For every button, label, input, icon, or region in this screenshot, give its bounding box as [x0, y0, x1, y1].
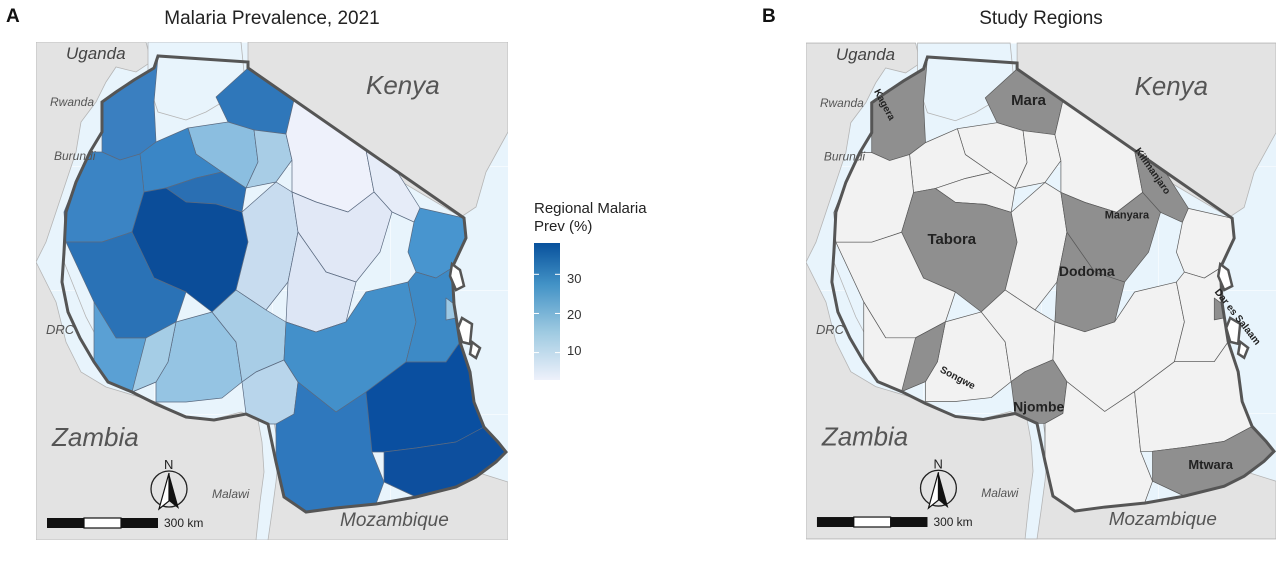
label-rwanda-b: Rwanda [820, 96, 864, 110]
study-regions-map: Uganda Kenya Rwanda Burundi DRC Zambia M… [806, 42, 1276, 540]
islands-b [1216, 261, 1250, 360]
label-zambia: Zambia [51, 422, 139, 452]
label-kenya-b: Kenya [1135, 73, 1208, 101]
tanzania-border-b [830, 55, 1276, 513]
legend-title: Regional Malaria Prev (%) [534, 200, 647, 236]
legend-colorbar [534, 243, 560, 380]
tanzania-regions [63, 55, 507, 513]
label-uganda-b: Uganda [836, 45, 895, 64]
region-mbeya [155, 311, 243, 403]
legend-title-line1: Regional Malaria [534, 200, 647, 217]
label-burundi-b: Burundi [824, 150, 865, 164]
label-rwanda: Rwanda [50, 95, 94, 109]
north-label-b: N [933, 456, 942, 471]
region-songwe [131, 321, 177, 393]
legend-tick-20: 20 [567, 307, 582, 322]
scale-bar: 300 km [47, 516, 203, 530]
label-burundi: Burundi [54, 149, 96, 163]
panel-b-letter: B [762, 6, 776, 27]
label-uganda: Uganda [66, 44, 126, 63]
label-mozambique-b: Mozambique [1109, 509, 1217, 530]
legend-tick-10: 10 [567, 343, 582, 358]
region-label-njombe: Njombe [1013, 398, 1064, 414]
legend-title-line2: Prev (%) [534, 218, 593, 235]
label-kenya: Kenya [366, 70, 440, 100]
label-zambia-b: Zambia [821, 423, 908, 451]
label-malawi: Malawi [212, 487, 250, 501]
region-label-mara: Mara [1011, 92, 1047, 109]
scale-bar-label: 300 km [164, 516, 203, 530]
islands [448, 261, 482, 360]
region-songwe-b [901, 321, 946, 392]
north-label: N [164, 457, 173, 472]
scale-bar-label-b: 300 km [933, 515, 972, 529]
label-drc: DRC [46, 322, 75, 337]
region-label-manyara: Manyara [1105, 209, 1150, 221]
tanzania-border [60, 54, 508, 514]
scale-bar-b: 300 km [816, 515, 973, 529]
label-mozambique: Mozambique [340, 510, 449, 531]
label-malawi-b: Malawi [981, 486, 1018, 500]
panel-a-letter: A [6, 6, 20, 27]
panel-a-title: Malaria Prevalence, 2021 [164, 8, 380, 29]
region-label-mtwara: Mtwara [1188, 457, 1233, 472]
region-mbeya-b [925, 311, 1012, 402]
panel-b-title: Study Regions [979, 8, 1103, 29]
region-label-tabora: Tabora [927, 231, 976, 248]
legend-tick-30: 30 [567, 271, 582, 286]
prevalence-map: Uganda Kenya Rwanda Burundi DRC Zambia M… [36, 42, 508, 540]
label-drc-b: DRC [816, 322, 845, 337]
region-label-dodoma: Dodoma [1059, 263, 1115, 279]
north-arrow: N [150, 457, 188, 511]
